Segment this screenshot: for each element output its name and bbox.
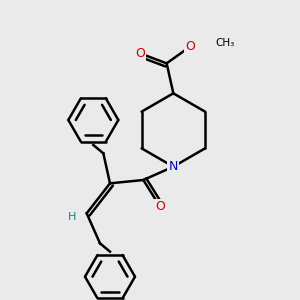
Text: N: N [169,160,178,173]
Text: H: H [68,212,76,222]
Text: CH₃: CH₃ [215,38,234,48]
Text: O: O [185,40,195,53]
Text: O: O [135,47,145,60]
Text: O: O [155,200,165,213]
